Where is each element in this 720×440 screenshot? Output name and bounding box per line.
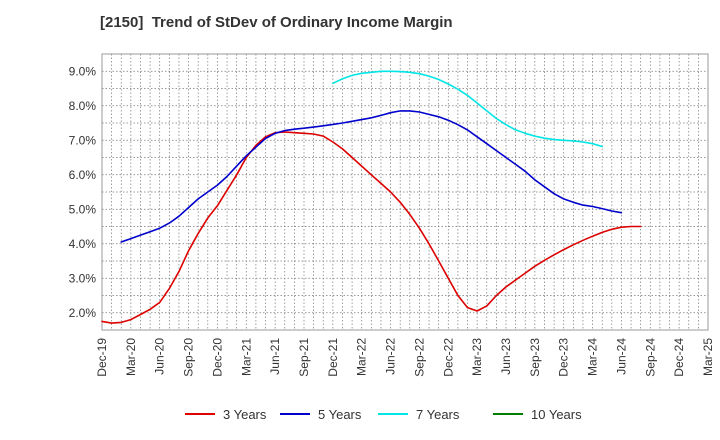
x-tick-label: Mar-25 bbox=[701, 338, 715, 376]
x-tick-label: Jun-21 bbox=[268, 338, 282, 375]
x-tick-label: Dec-24 bbox=[672, 338, 686, 377]
series-line-7-years bbox=[332, 70, 603, 148]
x-tick-label: Jun-22 bbox=[384, 338, 398, 375]
x-tick-label: Dec-19 bbox=[95, 338, 109, 377]
x-tick-label: Mar-23 bbox=[470, 338, 484, 376]
x-tick-label: Sep-24 bbox=[643, 338, 657, 377]
x-tick-label: Sep-21 bbox=[297, 338, 311, 377]
x-tick-label: Mar-24 bbox=[586, 338, 600, 376]
x-tick-label: Dec-23 bbox=[557, 338, 571, 377]
x-axis-ticks: Dec-19 Mar-20 Jun-20 Sep-20 Dec-20 Mar-21 Jun-… bbox=[95, 338, 715, 377]
x-tick-label: Mar-21 bbox=[239, 338, 253, 376]
x-tick-label: Sep-22 bbox=[412, 338, 426, 377]
y-tick-label: 7.0% bbox=[69, 133, 97, 147]
x-tick-label: Sep-23 bbox=[528, 338, 542, 377]
y-axis-ticks: 2.0% 3.0% 4.0% 5.0% 6.0% 7.0% 8.0% 9.0% bbox=[69, 64, 97, 320]
legend-label: 3 Years bbox=[223, 407, 267, 422]
x-tick-label: Mar-20 bbox=[124, 338, 138, 376]
x-tick-label: Dec-21 bbox=[326, 338, 340, 377]
series-layer bbox=[101, 70, 642, 324]
legend: 3 Years 5 Years 7 Years 10 Years bbox=[185, 407, 582, 422]
y-tick-label: 3.0% bbox=[69, 271, 97, 285]
legend-label: 7 Years bbox=[416, 407, 460, 422]
x-tick-label: Jun-20 bbox=[153, 338, 167, 375]
x-tick-label: Dec-20 bbox=[210, 338, 224, 377]
vertical-grid bbox=[111, 54, 699, 330]
series-line-5-years bbox=[120, 110, 623, 243]
x-tick-label: Mar-22 bbox=[355, 338, 369, 376]
x-tick-label: Jun-23 bbox=[499, 338, 513, 375]
x-tick-label: Sep-20 bbox=[182, 338, 196, 377]
series-line-3-years bbox=[101, 131, 642, 324]
x-tick-label: Dec-22 bbox=[441, 338, 455, 377]
y-tick-label: 8.0% bbox=[69, 99, 97, 113]
y-tick-label: 2.0% bbox=[69, 306, 97, 320]
y-tick-label: 6.0% bbox=[69, 168, 97, 182]
y-tick-label: 5.0% bbox=[69, 202, 97, 216]
y-tick-label: 9.0% bbox=[69, 64, 97, 78]
legend-label: 5 Years bbox=[318, 407, 362, 422]
y-tick-label: 4.0% bbox=[69, 237, 97, 251]
legend-label: 10 Years bbox=[531, 407, 582, 422]
x-tick-label: Jun-24 bbox=[614, 338, 628, 375]
chart-title: [2150] Trend of StDev of Ordinary Income… bbox=[100, 14, 453, 31]
